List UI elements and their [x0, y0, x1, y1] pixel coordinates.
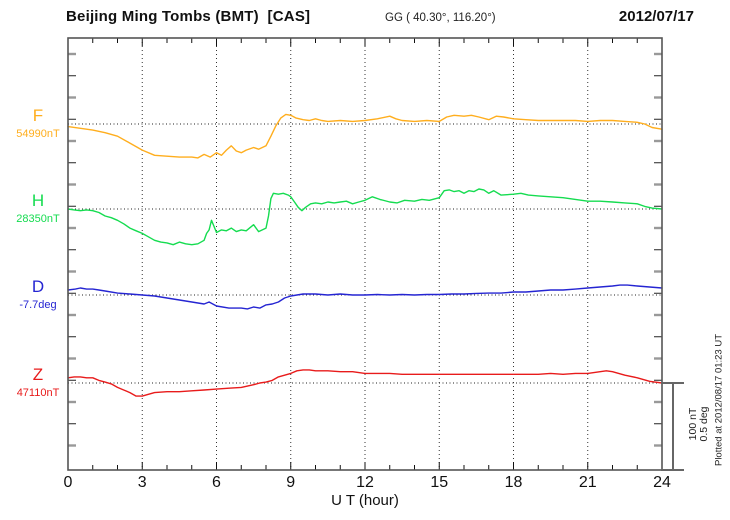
x-tick-label: 6 — [212, 474, 221, 491]
channel-baseline-D: -7.7deg — [19, 299, 57, 311]
x-tick-label: 0 — [63, 474, 73, 491]
channel-label-D: D -7.7deg — [8, 278, 68, 318]
x-tick-label: 12 — [356, 474, 374, 491]
x-tick-label: 15 — [430, 474, 449, 491]
scale-bar-labels: 100 nT 0.5 deg — [687, 406, 710, 442]
channel-baseline-H: 28350nT — [16, 213, 60, 225]
channel-letter-F: F — [32, 106, 44, 125]
channel-letter-D: D — [31, 277, 45, 296]
scale-bar-label-deg: 0.5 deg — [698, 406, 710, 442]
channel-letter-Z: Z — [32, 365, 44, 384]
channel-label-Z: Z 47110nT — [8, 366, 68, 406]
x-tick-label: 18 — [504, 474, 523, 491]
channel-label-H: H 28350nT — [8, 192, 68, 232]
plot-date: 2012/07/17 — [618, 8, 694, 25]
channel-letter-H: H — [31, 191, 45, 210]
station-coordinates: GG ( 40.30°, 116.20°) — [385, 12, 496, 24]
channel-label-F: F 54990nT — [8, 107, 68, 147]
x-tick-label: 24 — [653, 474, 671, 491]
station-title: Beijing Ming Tombs (BMT) [CAS] — [66, 8, 311, 25]
x-tick-label: 21 — [578, 474, 597, 491]
x-tick-label: 9 — [286, 474, 296, 491]
channel-baseline-F: 54990nT — [16, 128, 60, 140]
channel-baseline-Z: 47110nT — [16, 387, 60, 399]
x-axis-title: U T (hour) — [331, 492, 399, 509]
x-tick-label: 3 — [137, 474, 147, 491]
x-axis-tick-labels: 0 3 6 9 12 15 18 21 24 — [0, 474, 730, 494]
plotted-at-note: Plotted at 2012/08/17 01:23 UT — [713, 333, 725, 467]
